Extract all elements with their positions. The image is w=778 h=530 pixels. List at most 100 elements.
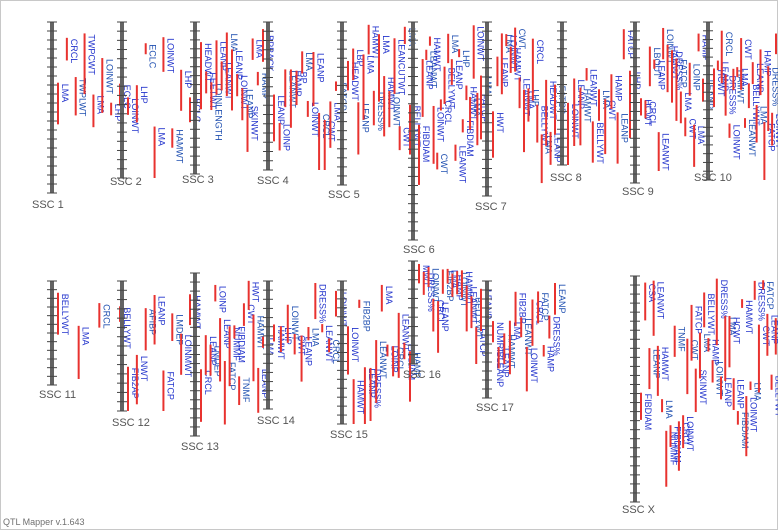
qtl-trait-label: LOINWT [774,114,778,150]
qtl-trait-label: LBOUT [652,48,662,79]
qtl-trait-label: LEANWT [661,133,671,171]
qtl-trait-label: DRESS% [770,67,778,106]
chromosome-name: SSC 16 [403,369,441,381]
qtl-trait-label: LMA [664,400,674,419]
qtl-trait-label: LEANP [219,41,229,71]
qtl-trait-label: LMA [753,383,763,402]
qtl-trait-label: HWT [251,282,261,303]
qtl-trait-label: TNMF [677,327,687,352]
qtl-trait-label: LOINWT [431,268,441,304]
chromosome-name: SSC 8 [550,172,582,184]
qtl-trait-label: FIB2AP [130,368,140,399]
qtl-trait-label: LEANP [501,348,511,378]
chromosome-name: SSC 11 [39,389,77,401]
qtl-trait-label: LEANP [425,60,435,90]
qtl-trait-label: LOINP [692,64,702,91]
qtl-trait-label: LEANWT [656,282,666,320]
qtl-trait-label: LOINLENGTH [213,83,223,141]
chromosome-name: SSC 7 [475,201,507,213]
qtl-trait-label: BELLYWT [412,106,422,148]
qtl-trait-label: HAMWT [468,87,478,121]
qtl-trait-label: HAMP [412,352,422,378]
qtl-trait-label: FIBDIAM [740,412,750,449]
qtl-trait-label: CSA [647,284,657,303]
qtl-trait-label: LMA [544,135,554,154]
qtl-trait-label: LEANWT [523,318,533,356]
qtl-trait-label: FATCP [227,362,237,390]
qtl-trait-label: CWT [743,39,753,60]
qtl-trait-label: LOINWT [732,125,742,161]
qtl-trait-label: LMA [332,102,342,121]
qtl-trait-label: LEANP [620,113,630,143]
qtl-trait-label: AFIBP [148,309,158,335]
qtl-trait-label: HAMWT [670,46,680,80]
qtl-trait-label: FATCP [165,372,175,400]
qtl-trait-label: CRCL [395,347,405,372]
qtl-trait-label: HAMP [293,70,303,96]
qtl-trait-label: CWT [517,29,527,50]
qtl-trait-label: LOINWT [476,26,486,62]
qtl-trait-label: HAMP [454,275,464,301]
chromosome-name: SSC X [622,504,656,516]
qtl-trait-label: CRCL [724,32,734,57]
qtl-trait-label: DRESS% [373,369,383,408]
chromosome-name: SSC 17 [476,402,514,414]
qtl-trait-label: HAMWT [464,271,474,305]
qtl-trait-label: BELLYWT [706,293,716,335]
qtl-trait-label: LMDEP [213,346,223,377]
qtl-trait-label: LOINWT [104,59,114,95]
qtl-trait-label: LEANWT [589,69,599,107]
qtl-trait-label: LMA [157,128,167,147]
qtl-trait-label: LEANWT [457,146,467,184]
qtl-trait-label: LMA [381,35,391,54]
qtl-trait-label: HAMP [763,50,773,76]
qtl-trait-label: LMA [60,84,70,103]
qtl-trait-label: HAMWT [174,129,184,163]
chromosome-name: SSC 13 [181,441,219,453]
qtl-trait-label: TWPLWT [78,78,88,117]
qtl-trait-label: LHP [139,86,149,104]
qtl-trait-label: LEANWT [469,287,479,325]
qtl-trait-label: HAMWT [255,316,265,350]
qtl-trait-label: LEANP [769,315,778,345]
qtl-trait-label: HAMWT [660,347,670,381]
qtl-trait-label: LOINWT [715,361,725,397]
qtl-trait-label: LEANP [304,337,314,367]
qtl-trait-label: HCWT [643,99,653,126]
chromosome-name: SSC 2 [110,176,142,188]
qtl-trait-label: DRESS% [376,92,386,131]
qtl-trait-label: HAMP [701,35,711,61]
qtl-trait-label: HEADWT [350,62,360,101]
qtl-trait-label: FIB2BP [518,293,528,324]
qtl-trait-label: LEANP [656,60,666,90]
qtl-trait-label: DRESS% [426,273,436,312]
qtl-trait-label: CRCL [331,340,341,365]
qtl-trait-label: LMA [683,93,693,112]
qtl-trait-label: LEANP [723,377,733,407]
chromosome-name: SSC 3 [182,174,214,186]
qtl-trait-label: LOINWT [165,38,175,74]
qtl-trait-label: LOINP [282,124,292,151]
qtl-trait-label: BELLYWT [447,68,457,110]
qtl-trait-label: LMA [310,328,320,347]
qtl-trait-label: LOINP [389,346,399,373]
qtl-trait-label: CRCL [321,114,331,139]
qtl-trait-label: HCWT [716,69,726,96]
qtl-trait-label: HAMWT [386,77,396,111]
qtl-trait-label: CRCL [101,304,111,329]
qtl-trait-label: CWT [327,121,337,142]
qtl-trait-label: CRCL [681,422,691,447]
qtl-trait-label: NUMRIBLEANP [495,322,505,387]
qtl-trait-label: HAMWT [356,380,366,414]
qtl-trait-label: LMA [696,126,706,145]
qtl-trait-label: CRCL [443,100,453,125]
qtl-trait-label: CWT [687,119,697,140]
qtl-trait-label: LOINWT [748,397,758,433]
qtl-trait-label: CWT [439,154,449,175]
qtl-trait-label: LEANP [315,53,325,83]
qtl-trait-label: LEANWT [428,51,438,89]
qtl-trait-label: LEANWT [401,314,411,352]
qtl-trait-label: BELLYWT [473,297,483,339]
qtl-trait-label: LMA [304,52,314,71]
qtl-trait-label: LHP [530,89,540,107]
